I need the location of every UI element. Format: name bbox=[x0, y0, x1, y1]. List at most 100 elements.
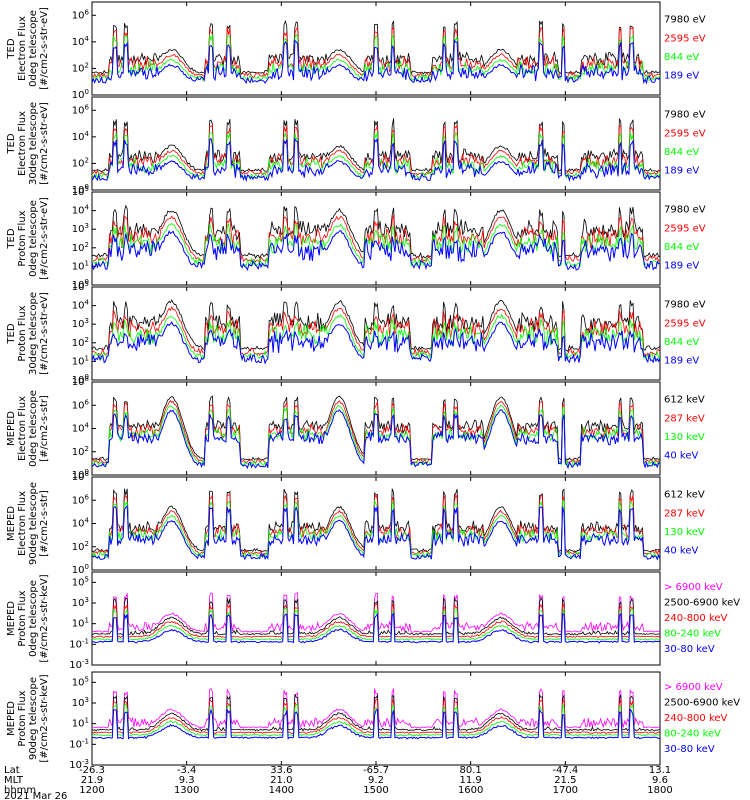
x-tick-label: 11.9 bbox=[460, 775, 482, 786]
y-axis-label-line: [#/cm2-s-str-keV] bbox=[39, 574, 50, 662]
plot-frame bbox=[91, 286, 661, 381]
legend-entry: 40 keV bbox=[664, 451, 698, 462]
y-tick-label: 103 bbox=[72, 317, 89, 330]
x-tick-label: 1600 bbox=[458, 785, 483, 796]
series-189-ev bbox=[91, 230, 661, 271]
y-tick-label: 105 bbox=[72, 675, 89, 688]
series-189-ev bbox=[91, 39, 661, 85]
y-tick-label: 103 bbox=[72, 222, 89, 235]
x-tick-label: 21.0 bbox=[270, 775, 292, 786]
x-tick-label: 1800 bbox=[647, 785, 672, 796]
y-tick-label: 105 bbox=[72, 575, 89, 588]
y-axis-label-line: Electron Flux bbox=[17, 16, 28, 81]
series-40-kev bbox=[91, 409, 661, 470]
y-axis-label-line: [#/cm2-s-str-keV] bbox=[39, 674, 50, 762]
y-tick-label: 104 bbox=[72, 299, 90, 312]
y-tick-label: 102 bbox=[72, 445, 89, 458]
y-tick-label: 103 bbox=[72, 696, 89, 709]
y-tick-label: 106 bbox=[72, 493, 90, 506]
y-axis-label-line: TED bbox=[6, 323, 17, 344]
y-axis-label-line: Proton Flux bbox=[17, 690, 28, 746]
legend-entry: 7980 eV bbox=[664, 300, 706, 311]
legend-entry: 612 keV bbox=[664, 490, 705, 501]
y-axis-label-line: [#/cm2-s-str-eV] bbox=[39, 7, 50, 90]
y-axis-label-line: [#/cm2-s-str-eV] bbox=[39, 197, 50, 280]
y-tick-label: 108 bbox=[72, 375, 89, 388]
y-axis-label-line: MEPED bbox=[6, 506, 17, 541]
y-axis-label-line: 0deg telescope bbox=[28, 200, 39, 277]
x-tick-label: -47.4 bbox=[552, 765, 578, 776]
legend-entry: 240-800 keV bbox=[664, 613, 728, 624]
legend-entry: 287 keV bbox=[664, 413, 705, 424]
y-tick-label: 105 bbox=[72, 280, 89, 293]
plot-frame bbox=[91, 671, 661, 766]
y-axis-label-line: MEPED bbox=[6, 411, 17, 446]
series-189-ev bbox=[91, 320, 661, 365]
y-tick-label: 104 bbox=[72, 35, 90, 48]
y-tick-label: 106 bbox=[72, 8, 90, 21]
legend-entry: 80-240 keV bbox=[664, 628, 721, 639]
y-tick-label: 102 bbox=[72, 156, 89, 169]
legend-entry: 844 eV bbox=[664, 52, 699, 63]
legend-entry: 7980 eV bbox=[664, 205, 706, 216]
y-axis-label-line: [#/cm2-s-str-eV] bbox=[39, 102, 50, 185]
x-tick-label: 9.2 bbox=[368, 775, 384, 786]
legend-entry: 612 keV bbox=[664, 395, 705, 406]
y-tick-label: 102 bbox=[72, 61, 89, 74]
series-40-kev bbox=[91, 505, 661, 561]
legend-entry: 30-80 keV bbox=[664, 644, 715, 655]
legend-entry: 189 eV bbox=[664, 71, 699, 82]
y-axis-label-line: Proton Flux bbox=[17, 590, 28, 646]
y-axis-label-line: 90deg telescope bbox=[28, 482, 39, 565]
x-tick-label: 13.1 bbox=[649, 765, 671, 776]
legend-entry: 189 eV bbox=[664, 356, 699, 367]
x-tick-label: -3.4 bbox=[177, 765, 197, 776]
panel-1: 100 102 104 106 TED Electron Flux 0deg telesco… bbox=[6, 1, 706, 101]
legend-entry: 240-800 keV bbox=[664, 713, 728, 724]
legend-entry: 844 eV bbox=[664, 242, 699, 253]
y-axis-label-line: MEPED bbox=[6, 701, 17, 736]
series-189-ev bbox=[91, 137, 661, 183]
x-row-label: MLT bbox=[4, 775, 24, 786]
legend-entry: 189 eV bbox=[664, 261, 699, 272]
y-tick-label: 103 bbox=[72, 596, 89, 609]
legend-entry: 189 eV bbox=[664, 166, 699, 177]
legend-entry: > 6900 keV bbox=[664, 682, 723, 693]
panel-6: 100 102 104 106 108 MEPED Electron Flux 90deg t… bbox=[6, 470, 705, 576]
y-axis-label-line: 0deg telescope bbox=[28, 580, 39, 657]
x-tick-label: 33.6 bbox=[270, 765, 292, 776]
y-tick-label: 100 bbox=[72, 88, 89, 101]
legend-entry: 30-80 keV bbox=[664, 744, 715, 755]
legend-entry: 844 eV bbox=[664, 337, 699, 348]
y-tick-label: 10-1 bbox=[69, 637, 89, 650]
y-tick-label: 102 bbox=[72, 336, 89, 349]
y-tick-label: 106 bbox=[72, 103, 90, 116]
y-tick-label: 10-3 bbox=[69, 658, 89, 671]
legend-entry: 2500-6900 keV bbox=[664, 597, 740, 608]
y-axis-label-line: [#/cm2-s-str] bbox=[39, 490, 50, 557]
y-tick-label: 105 bbox=[72, 185, 89, 198]
x-tick-label: 9.3 bbox=[179, 775, 195, 786]
y-axis-label-line: 30deg telescope bbox=[28, 102, 39, 185]
y-tick-label: 101 bbox=[72, 717, 89, 730]
y-axis-label-line: Electron Flux bbox=[17, 111, 28, 176]
y-tick-label: 102 bbox=[72, 241, 89, 254]
y-axis-label-line: TED bbox=[6, 228, 17, 249]
y-axis-label-line: Proton Flux bbox=[17, 305, 28, 361]
y-tick-label: 101 bbox=[72, 259, 89, 272]
x-row-label: Lat bbox=[4, 765, 20, 776]
y-axis-label-line: Electron Flux bbox=[17, 491, 28, 556]
plot-frame bbox=[91, 191, 661, 286]
legend-entry: 2595 eV bbox=[664, 318, 706, 329]
y-tick-label: 100 bbox=[72, 563, 89, 576]
legend-entry: 7980 eV bbox=[664, 15, 706, 26]
y-axis-label-line: MEPED bbox=[6, 601, 17, 636]
y-axis-label-line: 0deg telescope bbox=[28, 10, 39, 87]
x-tick-label: 21.5 bbox=[554, 775, 576, 786]
